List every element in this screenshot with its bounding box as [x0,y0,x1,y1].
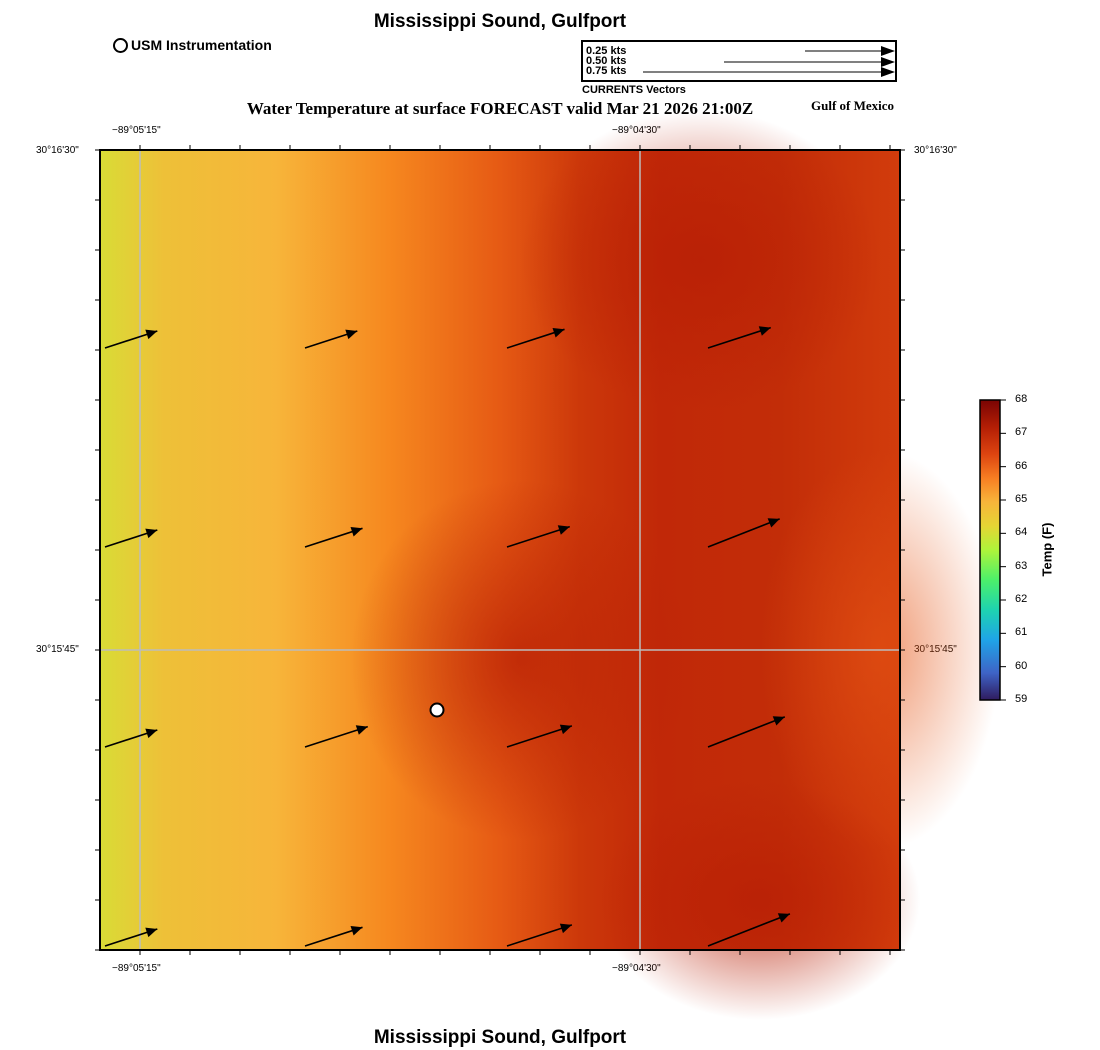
current-vector-arrow [104,528,158,548]
map-title: Water Temperature at surface FORECAST va… [246,99,754,118]
colorbar-scale [979,399,1001,701]
colorbar-tick-label: 64 [1015,526,1028,539]
colorbar-tick-label: 66 [1015,459,1028,472]
vector-key-arrow-1 [805,46,895,56]
vector-key-label-2: 0.50 kts [586,55,627,67]
current-vector-arrow [304,925,363,947]
current-vector-arrow [304,725,369,748]
current-vector-arrow [506,923,573,947]
lat-tick-right-1: 30°16'30" [914,145,957,156]
current-vector-arrow [104,329,158,349]
colorbar [979,399,1006,701]
lon-tick-top-1: −89°05'15" [112,125,161,136]
colorbar-tick-label: 60 [1015,659,1028,672]
current-vector-arrow [506,327,565,349]
vector-key-arrow-2 [724,57,895,67]
open-circle-icon [113,37,128,53]
current-vector-arrow [304,526,363,548]
station-circle-icon[interactable] [429,702,445,718]
current-vector-arrow [707,326,772,349]
colorbar-title: Temp (F) [1039,522,1055,577]
usm-legend: USM Instrumentation [113,37,272,53]
current-vector-arrow [506,724,573,748]
current-vector-arrow [707,716,786,748]
page-title: Mississippi Sound, Gulfport [373,11,627,32]
current-vector-arrow [506,525,571,548]
colorbar-tick-label: 61 [1015,626,1028,639]
vector-key-box: 0.25 kts 0.50 kts 0.75 kts [581,40,897,82]
vector-key-arrow-3 [643,67,895,77]
colorbar-tick-label: 68 [1015,393,1028,405]
colorbar-ticks [1000,399,1006,701]
current-vector-arrow [304,329,358,349]
region-label: Gulf of Mexico [811,98,895,113]
colorbar-tick-label: 67 [1015,426,1028,439]
lon-tick-bottom-1: −89°05'15" [112,963,161,974]
vector-key-label-1: 0.25 kts [586,45,627,57]
vector-key-label-3: 0.75 kts [586,65,627,77]
current-vectors [104,326,791,947]
vector-key-caption: CURRENTS Vectors [582,84,686,96]
usm-legend-label: USM Instrumentation [131,37,272,53]
temperature-field [100,110,1000,1020]
vector-key-arrows [643,46,895,77]
current-vector-arrow [707,518,780,548]
colorbar-tick-label: 59 [1015,693,1028,705]
graticule [100,150,900,950]
map-frame [99,149,901,951]
lat-tick-left-2: 30°15'45" [36,644,79,655]
current-vector-arrow [104,728,158,748]
colorbar-tick-label: 63 [1015,559,1028,572]
footer-title: Mississippi Sound, Gulfport [373,1027,627,1048]
lat-tick-left-1: 30°16'30" [36,145,79,156]
colorbar-tick-label: 65 [1015,493,1028,505]
current-vector-arrow [707,913,791,947]
current-vector-arrow [104,927,158,947]
colorbar-tick-label: 62 [1015,593,1028,605]
